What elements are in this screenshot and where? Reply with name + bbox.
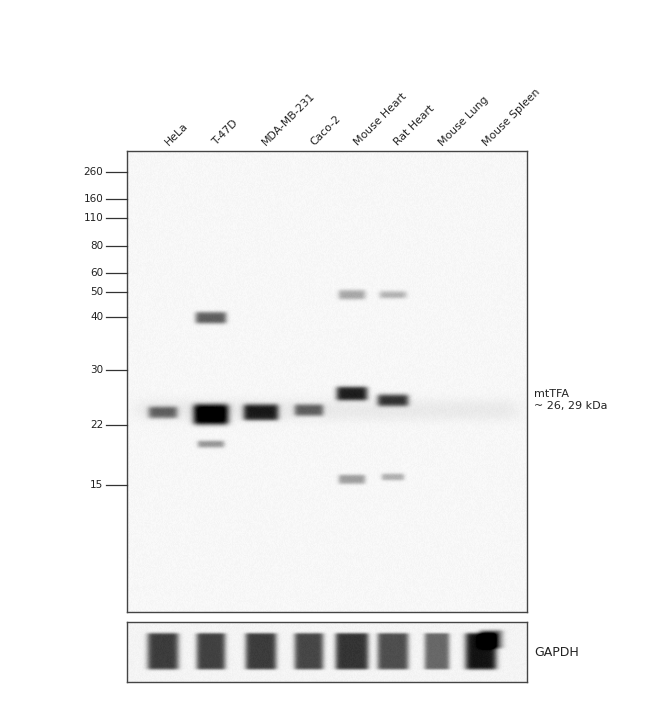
Text: 110: 110 bbox=[84, 213, 103, 223]
Text: Rat Heart: Rat Heart bbox=[393, 104, 437, 148]
Text: Mouse Spleen: Mouse Spleen bbox=[480, 86, 541, 148]
Text: 15: 15 bbox=[90, 480, 103, 490]
Text: GAPDH: GAPDH bbox=[534, 645, 579, 659]
Text: 50: 50 bbox=[90, 287, 103, 297]
Text: 260: 260 bbox=[84, 167, 103, 177]
Text: mtTFA
~ 26, 29 kDa: mtTFA ~ 26, 29 kDa bbox=[534, 389, 608, 411]
Text: MDA-MB-231: MDA-MB-231 bbox=[261, 91, 317, 148]
Text: 60: 60 bbox=[90, 268, 103, 278]
Text: 30: 30 bbox=[90, 365, 103, 375]
Text: 160: 160 bbox=[84, 195, 103, 205]
Text: 22: 22 bbox=[90, 420, 103, 430]
Text: 40: 40 bbox=[90, 312, 103, 322]
Text: 80: 80 bbox=[90, 240, 103, 250]
Text: T-47D: T-47D bbox=[211, 118, 240, 148]
Text: Mouse Heart: Mouse Heart bbox=[352, 91, 409, 148]
Text: HeLa: HeLa bbox=[162, 121, 189, 148]
Text: Mouse Lung: Mouse Lung bbox=[437, 94, 490, 148]
Text: Caco-2: Caco-2 bbox=[309, 114, 343, 148]
